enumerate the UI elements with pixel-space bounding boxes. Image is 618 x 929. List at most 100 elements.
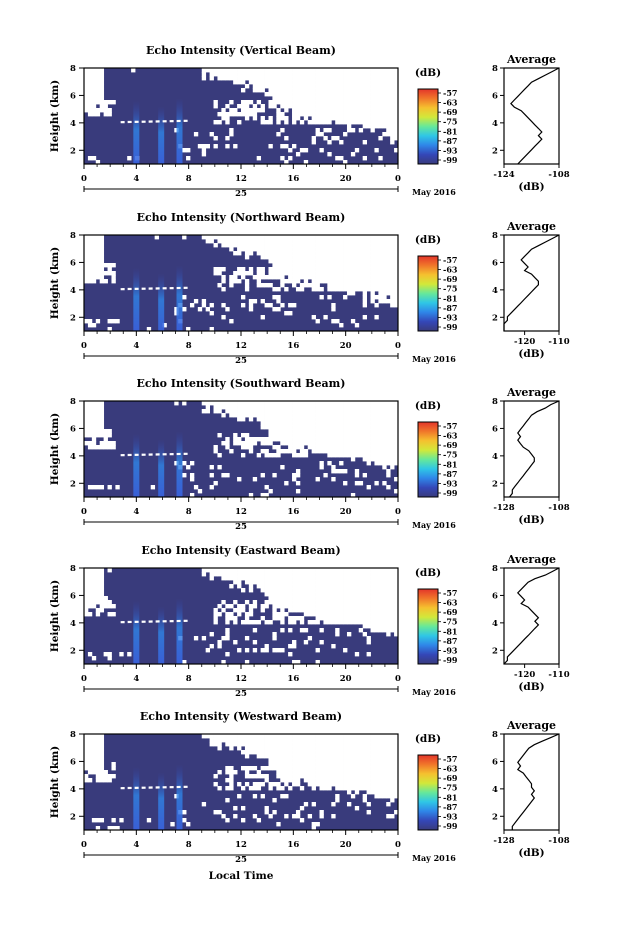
gap-cell	[343, 778, 348, 783]
gap-cell	[87, 156, 93, 161]
gap-cell	[350, 493, 356, 498]
gap-cell	[209, 632, 214, 637]
gap-cell	[339, 287, 344, 292]
gap-cell	[276, 734, 281, 739]
gap-cell	[354, 88, 360, 93]
gap-cell	[95, 766, 101, 771]
gap-cell	[331, 413, 336, 418]
gap-cell	[343, 96, 348, 101]
gap-cell	[252, 116, 258, 121]
gap-cell	[276, 421, 281, 426]
gap-cell	[272, 632, 277, 637]
gap-cell	[303, 588, 309, 593]
gap-cell	[327, 104, 332, 109]
gap-cell	[331, 417, 336, 422]
gap-cell	[386, 291, 391, 296]
gap-cell	[366, 401, 371, 406]
gap-cell	[99, 413, 105, 418]
gap-cell	[299, 608, 305, 613]
gap-cell	[260, 235, 265, 240]
gap-cell	[335, 620, 340, 625]
x-tick-label: 0	[395, 507, 401, 517]
gap-cell	[303, 766, 309, 771]
gap-cell	[358, 120, 364, 125]
bright-band	[120, 119, 189, 124]
gap-cell	[260, 572, 265, 577]
gap-cell	[394, 600, 399, 605]
gap-cell	[327, 572, 332, 577]
gap-cell	[303, 417, 309, 422]
gap-cell	[221, 303, 226, 308]
gap-cell	[237, 648, 242, 653]
gap-cell	[346, 734, 352, 739]
gap-cell	[217, 239, 222, 244]
gap-cell	[303, 255, 309, 260]
gap-cell	[182, 461, 187, 466]
gap-cell	[331, 116, 336, 121]
gap-cell	[350, 572, 356, 577]
gap-cell	[280, 421, 285, 426]
gap-cell	[394, 790, 399, 795]
gap-cell	[378, 437, 383, 442]
gap-cell	[366, 104, 371, 109]
gap-cell	[268, 413, 273, 418]
gap-cell	[292, 600, 297, 605]
gap-cell	[315, 76, 320, 81]
gap-cell	[311, 445, 316, 450]
gap-cell	[346, 580, 352, 585]
gap-cell	[319, 295, 324, 300]
gap-cell	[248, 742, 254, 747]
gap-cell	[272, 84, 277, 89]
gap-cell	[390, 758, 395, 763]
profile-x-tick-label: -128	[493, 836, 514, 846]
gap-cell	[374, 100, 379, 105]
gap-cell	[331, 766, 336, 771]
gap-cell	[213, 608, 218, 613]
gap-cell	[311, 738, 316, 743]
gap-cell	[315, 84, 320, 89]
gap-cell	[280, 112, 285, 117]
gap-cell	[288, 263, 293, 268]
gap-cell	[87, 247, 93, 252]
echo-streak	[133, 433, 140, 497]
gap-cell	[358, 425, 364, 430]
gap-cell	[362, 68, 367, 73]
gap-cell	[323, 746, 328, 751]
gap-cell	[378, 576, 383, 581]
gap-cell	[378, 461, 383, 466]
gap-cell	[343, 283, 348, 288]
gap-cell	[327, 596, 332, 601]
gap-cell	[205, 401, 210, 406]
gap-cell	[272, 588, 277, 593]
gap-cell	[268, 72, 273, 77]
gap-cell	[264, 235, 269, 240]
gap-cell	[339, 734, 344, 739]
gap-cell	[382, 612, 387, 617]
gap-cell	[299, 72, 305, 77]
gap-cell	[335, 437, 340, 442]
gap-cell	[311, 429, 316, 434]
gap-cell	[99, 108, 105, 113]
gap-cell	[319, 770, 324, 775]
gap-cell	[303, 72, 309, 77]
gap-cell	[319, 120, 324, 125]
gap-cell	[354, 616, 360, 621]
gap-cell	[272, 746, 277, 751]
gap-cell	[331, 469, 336, 474]
profile-frame	[503, 733, 560, 831]
gap-cell	[256, 72, 262, 77]
gap-cell	[382, 251, 387, 256]
gap-cell	[221, 738, 226, 743]
gap-cell	[319, 255, 324, 260]
gap-cell	[335, 104, 340, 109]
gap-cell	[354, 76, 360, 81]
gap-cell	[343, 770, 348, 775]
gap-cell	[374, 148, 379, 153]
gap-cell	[362, 283, 367, 288]
gap-cell	[319, 461, 324, 466]
gap-cell	[292, 441, 297, 446]
gap-cell	[256, 235, 262, 240]
gap-cell	[362, 287, 367, 292]
gap-cell	[374, 786, 379, 791]
gap-cell	[374, 303, 379, 308]
